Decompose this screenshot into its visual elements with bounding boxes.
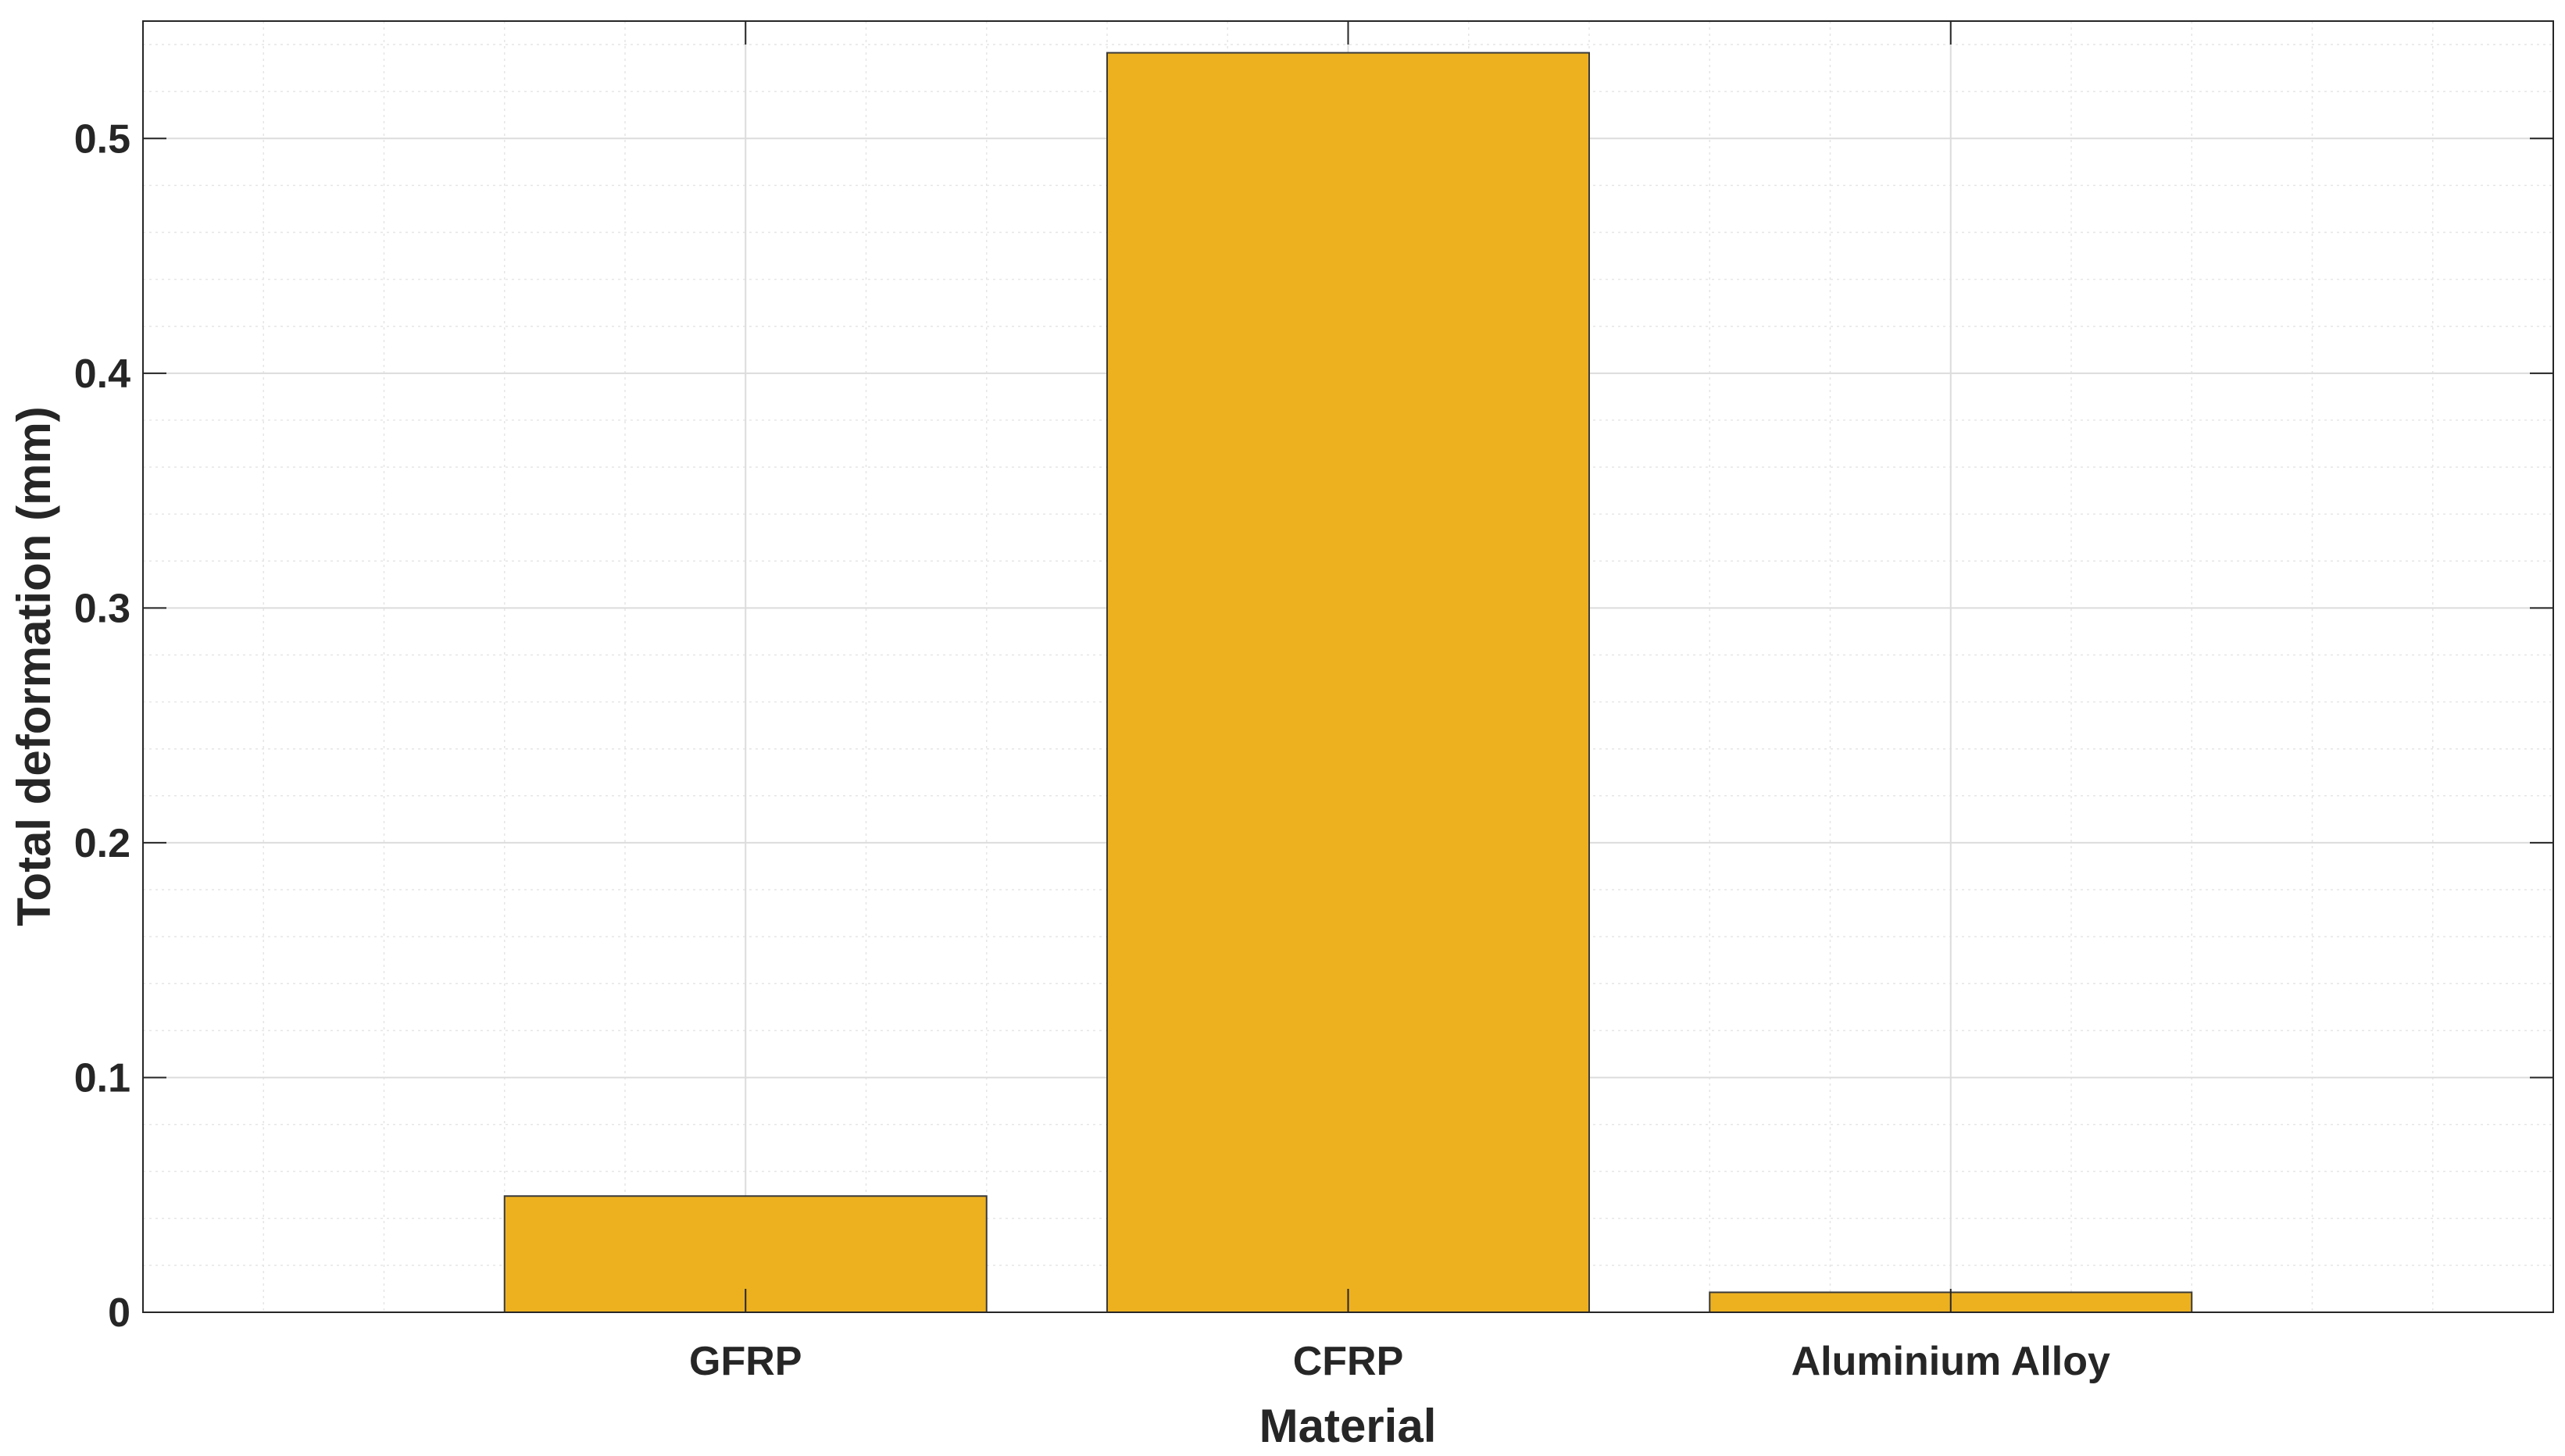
x-tick-labels: GFRP CFRP Aluminium Alloy [689,1339,2110,1384]
x-axis-title: Material [1259,1400,1437,1452]
y-tick-label: 0 [108,1290,130,1336]
y-tick-label: 0.2 [74,821,130,866]
ticks [143,21,2553,1313]
y-tick-label: 0.5 [74,116,130,162]
y-axis-title: Total deformation (mm) [8,406,60,926]
bars [503,52,2193,1314]
x-tick-label: CFRP [1293,1339,1404,1384]
x-tick-label: GFRP [689,1339,802,1384]
y-tick-labels: 0 0.1 0.2 0.3 0.4 0.5 [74,116,130,1336]
y-tick-label: 0.3 [74,586,130,631]
y-tick-label: 0.4 [74,352,130,397]
x-tick-label: Aluminium Alloy [1792,1339,2110,1384]
bar-cfrp [1106,52,1590,1314]
y-tick-label: 0.1 [74,1055,130,1101]
